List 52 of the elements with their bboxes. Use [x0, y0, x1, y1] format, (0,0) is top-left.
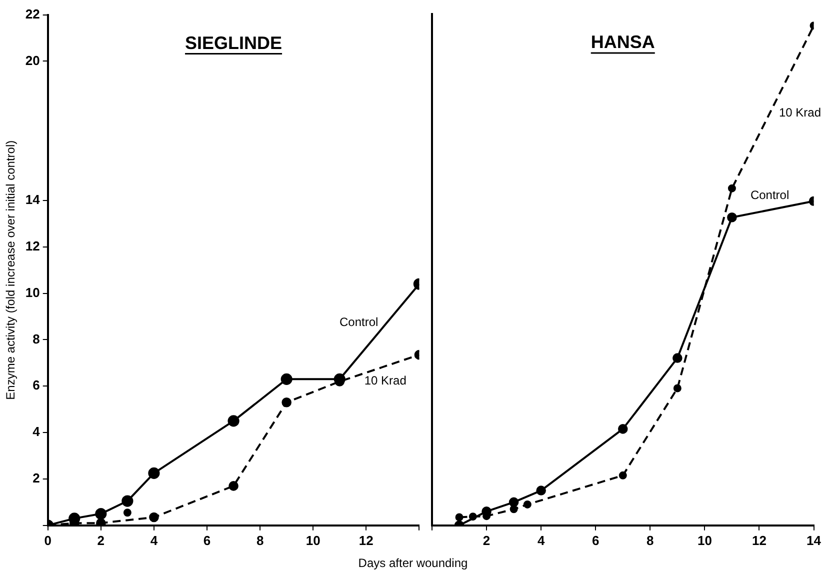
x-tick-label: 14: [806, 532, 822, 548]
point: [122, 495, 134, 507]
point: [536, 486, 546, 496]
x-tick-label: 6: [592, 532, 600, 548]
point: [727, 212, 737, 222]
series-label: Control: [339, 314, 378, 329]
x-tick-label: 4: [150, 532, 158, 548]
point: [523, 500, 532, 508]
point: [618, 471, 627, 480]
x-tick-label: 0: [44, 532, 52, 548]
x-tick-label: 8: [256, 532, 264, 548]
point: [673, 384, 682, 392]
point: [282, 397, 292, 408]
point: [96, 518, 106, 526]
y-tick-label: 20: [25, 52, 40, 68]
point: [728, 184, 736, 192]
series-label: 10 Krad: [364, 374, 406, 388]
x-tick-label: 6: [203, 532, 211, 548]
point: [95, 508, 107, 520]
x-axis-title: Days after wounding: [357, 556, 469, 570]
y-tick-label: 22: [25, 6, 40, 22]
point: [672, 353, 682, 363]
y-tick-label: 10: [25, 284, 40, 300]
x-tick-label: 10: [306, 532, 320, 548]
series-label: Control: [750, 188, 790, 202]
x-tick-label: 2: [97, 532, 105, 548]
x-tick-label: 8: [646, 532, 654, 548]
y-axis-title: Enzyme activity (fold increase over initial control): [4, 140, 18, 400]
y-tick-label: 8: [32, 331, 40, 346]
y-tick-label: 4: [32, 424, 41, 440]
x-tick-label: 4: [537, 532, 546, 548]
point: [508, 497, 519, 508]
text: HANSA: [590, 32, 655, 52]
point: [148, 467, 160, 479]
y-tick-label: 2: [32, 470, 40, 486]
point: [618, 424, 628, 434]
point: [228, 415, 240, 427]
y-tick-label: 12: [25, 238, 40, 254]
series-label: 10 Krad: [778, 106, 821, 120]
point: [149, 512, 159, 522]
x-tick-label: 2: [482, 532, 490, 548]
text: SIEGLINDE: [185, 32, 282, 53]
point: [280, 373, 292, 385]
point: [123, 508, 132, 517]
y-tick-label: 14: [25, 192, 41, 208]
point: [482, 506, 492, 516]
x-tick-label: 12: [752, 532, 766, 548]
x-tick-label: 10: [697, 532, 712, 548]
y-tick-label: 6: [32, 378, 40, 393]
point: [228, 481, 238, 491]
point: [455, 513, 464, 522]
x-tick-label: 12: [358, 532, 374, 548]
